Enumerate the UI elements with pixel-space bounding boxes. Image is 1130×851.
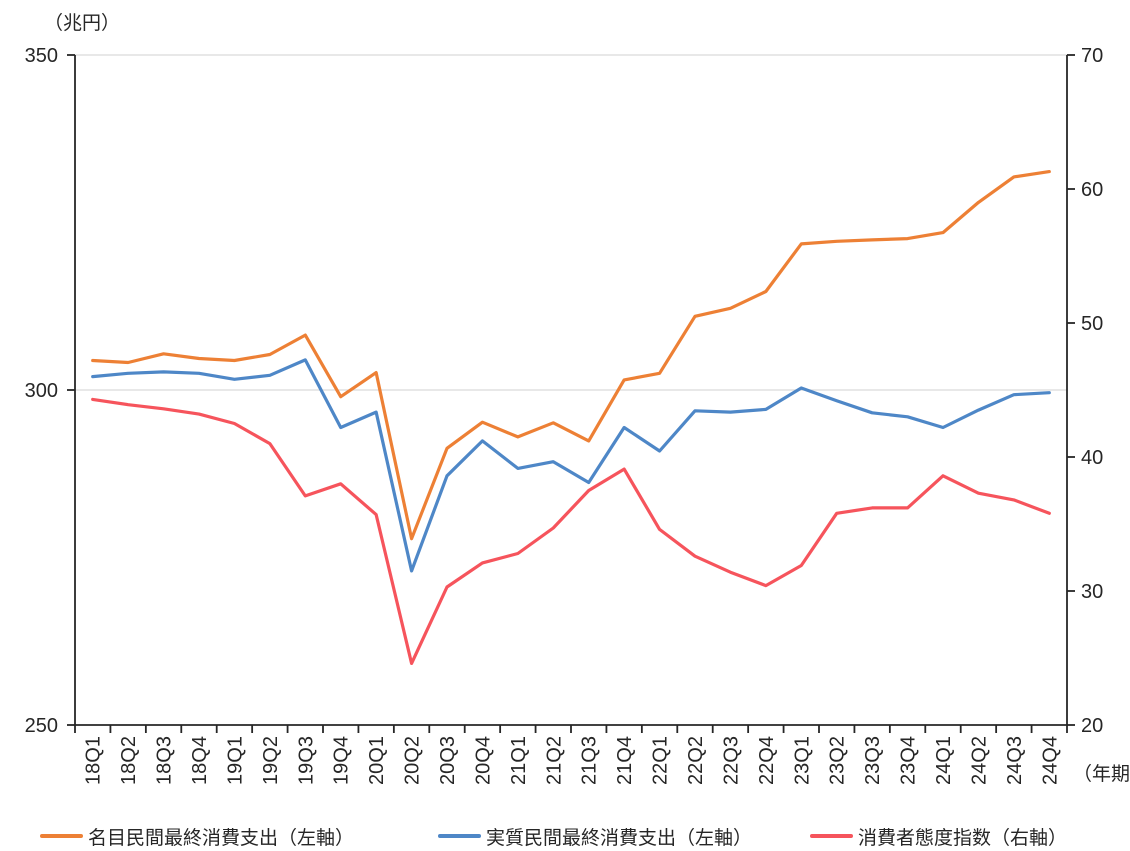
x-axis-label-18Q4: 18Q4 [189,736,211,785]
x-axis-label-21Q4: 21Q4 [614,736,636,785]
x-axis-label-22Q4: 22Q4 [756,736,778,785]
x-axis-label-19Q1: 19Q1 [224,736,246,785]
chart-legend: 名目民間最終消費支出（左軸） 実質民間最終消費支出（左軸） 消費者態度指数（右軸… [0,822,1130,850]
x-axis-label-18Q2: 18Q2 [118,736,140,785]
left-axis-tick-label: 300 [25,380,58,402]
legend-line-swatch-blue [438,834,481,838]
x-axis-label-18Q3: 18Q3 [154,736,176,785]
legend-item-real-consumption: 実質民間最終消費支出（左軸） [438,822,752,850]
x-axis-label-19Q3: 19Q3 [295,736,317,785]
left-axis-tick-label: 250 [25,715,58,737]
legend-label: 消費者態度指数（右軸） [858,827,1068,849]
x-axis-label-23Q1: 23Q1 [791,736,813,785]
x-axis-label-23Q4: 23Q4 [898,736,920,785]
x-axis-unit-label: （年期） [1073,764,1130,785]
legend-label: 実質民間最終消費支出（左軸） [486,827,753,849]
legend-item-consumer-confidence: 消費者態度指数（右軸） [810,822,1067,850]
x-axis-label-22Q1: 22Q1 [650,736,672,785]
x-axis-label-20Q1: 20Q1 [366,736,388,785]
x-axis-label-22Q3: 22Q3 [720,736,742,785]
x-axis-label-20Q3: 20Q3 [437,736,459,785]
line-chart-plot: 350 300 250 70 60 50 40 30 20 18Q1 18Q2 18Q3 18Q4 19Q… [25,45,1104,785]
series-line-real-consumption [91,358,1051,573]
series-line-consumer-confidence-index [91,397,1051,666]
x-axis-label-23Q3: 23Q3 [862,736,884,785]
x-axis-label-24Q3: 24Q3 [1004,736,1026,785]
x-axis-label-24Q2: 24Q2 [968,736,990,785]
x-axis-label-23Q2: 23Q2 [827,736,849,785]
x-axis-label-19Q2: 19Q2 [260,736,282,785]
right-axis-tick-label: 40 [1081,447,1103,469]
right-axis-tick-label: 50 [1081,313,1103,335]
x-axis-label-20Q4: 20Q4 [472,736,494,785]
legend-line-swatch-red [810,834,853,838]
x-axis-label-19Q4: 19Q4 [331,736,353,785]
right-axis-tick-label: 70 [1081,45,1103,67]
legend-line-swatch-orange [40,834,83,838]
right-axis-tick-label: 60 [1081,179,1103,201]
legend-item-nominal-consumption: 名目民間最終消費支出（左軸） [40,822,354,850]
series-line-nominal-consumption [91,170,1051,541]
x-axis-label-24Q4: 24Q4 [1039,736,1061,785]
right-axis-tick-label: 30 [1081,581,1103,603]
x-axis-label-22Q2: 22Q2 [685,736,707,785]
right-axis-tick-label: 20 [1081,715,1103,737]
x-axis-label-21Q3: 21Q3 [579,736,601,785]
x-axis-label-21Q2: 21Q2 [543,736,565,785]
left-axis-tick-label: 350 [25,45,58,67]
x-axis-label-20Q2: 20Q2 [402,736,424,785]
x-axis-label-21Q1: 21Q1 [508,736,530,785]
left-axis-unit-label: （兆円） [44,13,121,34]
x-axis-label-24Q1: 24Q1 [933,736,955,785]
legend-label: 名目民間最終消費支出（左軸） [88,827,355,849]
x-axis-label-18Q1: 18Q1 [83,736,105,785]
